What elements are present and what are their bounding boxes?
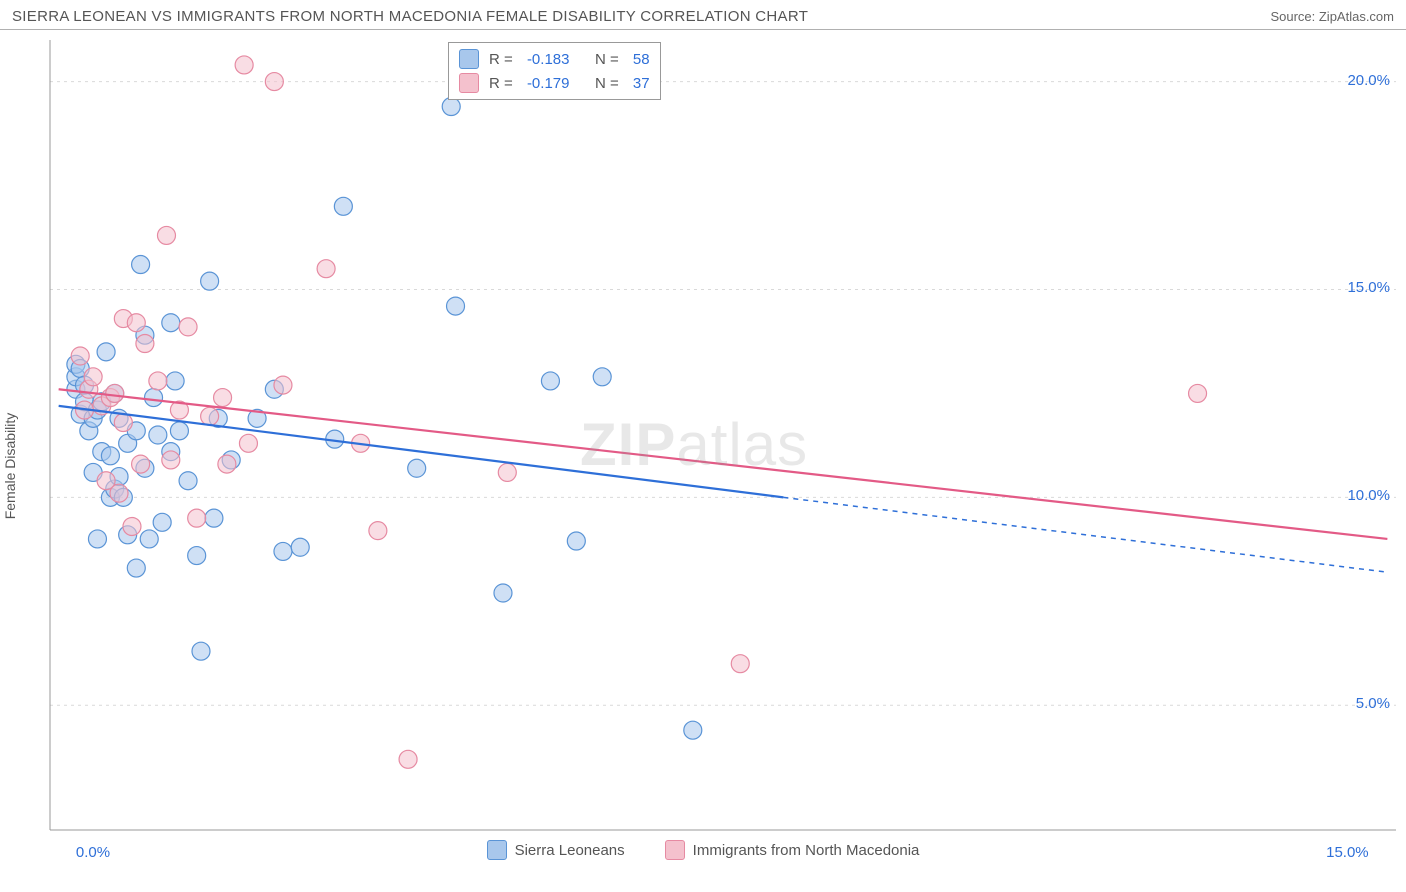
scatter-point xyxy=(101,447,119,465)
regression-line xyxy=(59,389,1388,539)
scatter-point xyxy=(145,389,163,407)
n-label: N = xyxy=(595,51,623,68)
r-label: R = xyxy=(489,51,517,68)
scatter-point xyxy=(71,347,89,365)
scatter-point xyxy=(218,455,236,473)
r-value: -0.179 xyxy=(527,75,585,92)
scatter-point xyxy=(265,73,283,91)
scatter-point xyxy=(110,484,128,502)
scatter-point xyxy=(408,459,426,477)
scatter-point xyxy=(188,509,206,527)
n-value: 58 xyxy=(633,51,650,68)
y-axis-title: Female Disability xyxy=(2,413,18,520)
scatter-point xyxy=(179,318,197,336)
chart-area: Female Disability ZIPatlas R = -0.183N =… xyxy=(0,30,1406,886)
scatter-chart-svg xyxy=(0,30,1406,886)
legend-swatch xyxy=(459,49,479,69)
source-prefix: Source: xyxy=(1270,9,1318,24)
source-attribution: Source: ZipAtlas.com xyxy=(1270,9,1394,24)
legend-swatch xyxy=(487,840,507,860)
scatter-point xyxy=(188,547,206,565)
chart-title: SIERRA LEONEAN VS IMMIGRANTS FROM NORTH … xyxy=(12,8,808,25)
scatter-point xyxy=(192,642,210,660)
correlation-legend-row: R = -0.183 N = 58 xyxy=(459,47,650,71)
scatter-point xyxy=(127,559,145,577)
n-value: 37 xyxy=(633,75,650,92)
scatter-point xyxy=(153,513,171,531)
chart-header: SIERRA LEONEAN VS IMMIGRANTS FROM NORTH … xyxy=(0,0,1406,30)
scatter-point xyxy=(123,517,141,535)
scatter-point xyxy=(214,389,232,407)
y-tick-label: 5.0% xyxy=(1356,695,1390,712)
scatter-point xyxy=(162,451,180,469)
n-label: N = xyxy=(595,75,623,92)
scatter-point xyxy=(179,472,197,490)
scatter-point xyxy=(201,407,219,425)
scatter-point xyxy=(369,522,387,540)
legend-swatch xyxy=(459,73,479,93)
scatter-point xyxy=(97,343,115,361)
scatter-point xyxy=(317,260,335,278)
scatter-point xyxy=(291,538,309,556)
scatter-point xyxy=(567,532,585,550)
y-tick-label: 10.0% xyxy=(1347,487,1390,504)
scatter-point xyxy=(541,372,559,390)
x-tick-label: 0.0% xyxy=(76,844,110,861)
scatter-point xyxy=(399,750,417,768)
regression-line-extrapolated xyxy=(783,497,1387,572)
scatter-point xyxy=(498,463,516,481)
scatter-point xyxy=(136,335,154,353)
scatter-point xyxy=(201,272,219,290)
x-tick-label: 15.0% xyxy=(1326,844,1369,861)
scatter-point xyxy=(274,542,292,560)
scatter-point xyxy=(334,197,352,215)
scatter-point xyxy=(170,422,188,440)
scatter-point xyxy=(494,584,512,602)
correlation-legend: R = -0.183 N = 58 R = -0.179 N = 37 xyxy=(448,42,661,100)
scatter-point xyxy=(684,721,702,739)
scatter-point xyxy=(114,414,132,432)
scatter-point xyxy=(166,372,184,390)
scatter-point xyxy=(593,368,611,386)
scatter-point xyxy=(239,434,257,452)
r-value: -0.183 xyxy=(527,51,585,68)
y-tick-label: 15.0% xyxy=(1347,279,1390,296)
y-tick-label: 20.0% xyxy=(1347,72,1390,89)
r-label: R = xyxy=(489,75,517,92)
legend-label: Sierra Leoneans xyxy=(515,842,625,859)
scatter-point xyxy=(1189,384,1207,402)
scatter-point xyxy=(447,297,465,315)
scatter-point xyxy=(140,530,158,548)
scatter-point xyxy=(274,376,292,394)
scatter-point xyxy=(84,368,102,386)
scatter-point xyxy=(149,426,167,444)
scatter-point xyxy=(106,384,124,402)
series-legend: Sierra Leoneans Immigrants from North Mac… xyxy=(0,840,1406,860)
scatter-point xyxy=(149,372,167,390)
legend-item: Sierra Leoneans xyxy=(487,840,625,860)
scatter-point xyxy=(731,655,749,673)
scatter-point xyxy=(132,256,150,274)
legend-label: Immigrants from North Macedonia xyxy=(693,842,920,859)
scatter-point xyxy=(205,509,223,527)
source-link[interactable]: ZipAtlas.com xyxy=(1319,9,1394,24)
scatter-point xyxy=(442,98,460,116)
legend-swatch xyxy=(665,840,685,860)
scatter-point xyxy=(132,455,150,473)
scatter-point xyxy=(88,530,106,548)
scatter-point xyxy=(162,314,180,332)
scatter-point xyxy=(127,314,145,332)
scatter-point xyxy=(157,226,175,244)
legend-item: Immigrants from North Macedonia xyxy=(665,840,920,860)
scatter-point xyxy=(235,56,253,74)
correlation-legend-row: R = -0.179 N = 37 xyxy=(459,71,650,95)
